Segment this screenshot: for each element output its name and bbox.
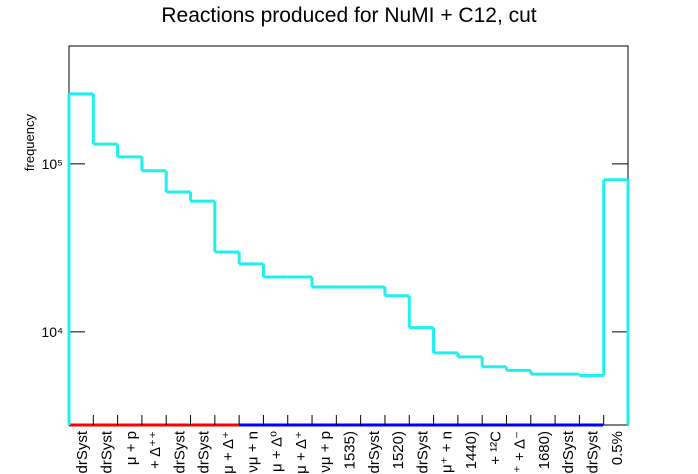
x-tick-label: μ⁺ + n <box>439 431 456 473</box>
x-tick-label: νμ + p <box>317 431 334 473</box>
x-tick-label: drSyst <box>98 430 115 473</box>
x-tick-label: 1680) <box>536 431 553 469</box>
x-tick-label: drSyst <box>585 430 602 473</box>
x-tick-label: μ + p <box>123 431 140 465</box>
y-tick-label: 10⁴ <box>41 324 63 340</box>
x-tick-label: drSyst <box>560 430 577 473</box>
y-axis-label: frequency <box>22 114 37 172</box>
x-tick-label: 1520) <box>390 431 407 469</box>
x-tick-label: 0.5% <box>609 431 626 465</box>
chart-title: Reactions produced for NuMI + C12, cut <box>161 4 536 27</box>
x-tick-label: drSyst <box>171 430 188 473</box>
x-tick-label: μ + Δ⁺ <box>220 431 237 474</box>
x-tick-label: drSyst <box>414 430 431 473</box>
x-tick-label: 1535) <box>342 431 359 469</box>
plot-frame <box>68 45 629 426</box>
x-tick-label: μ + Δ⁺ <box>293 431 310 474</box>
x-tick-label: drSyst <box>74 430 91 473</box>
x-tick-label: νμ + n <box>244 431 261 473</box>
x-tick-label: ⁺ + Δ⁻ <box>512 431 529 473</box>
x-tick-label: + Δ⁺⁺ <box>147 431 164 469</box>
y-tick-label: 10⁵ <box>42 156 63 172</box>
x-tick-label: μ + Δ⁰ <box>269 431 286 472</box>
x-tick-label: 1440) <box>463 431 480 469</box>
x-tick-label: + ¹²C <box>487 431 504 465</box>
x-tick-label: drSyst <box>366 430 383 473</box>
x-tick-label: drSyst <box>196 430 213 473</box>
